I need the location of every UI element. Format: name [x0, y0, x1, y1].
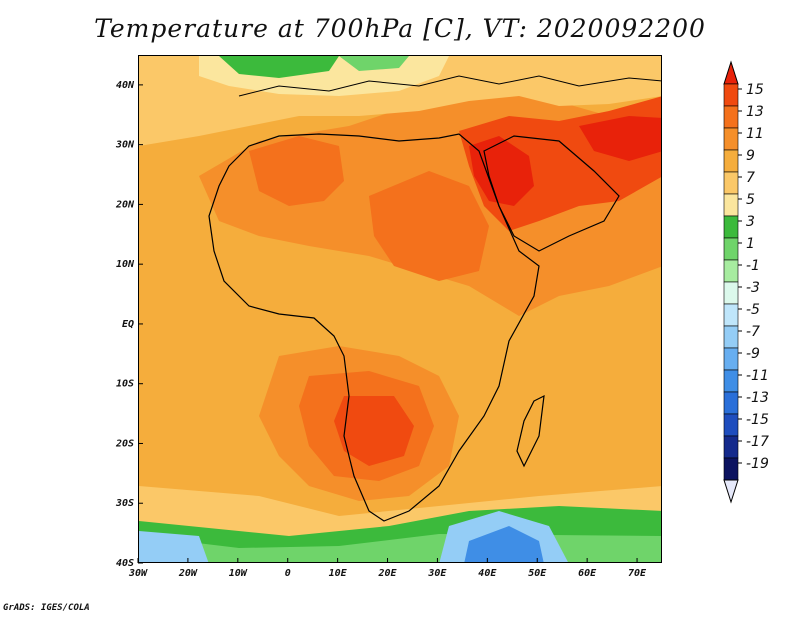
- colorbar-label: -19: [746, 456, 769, 472]
- lon-tick-label: 30W: [128, 568, 148, 579]
- colorbar-swatch: [723, 215, 739, 239]
- colorbar-label: -7: [746, 324, 760, 340]
- contour-colder-ocean-east: [464, 526, 544, 562]
- colorbar-swatch: [723, 303, 739, 327]
- colorbar-swatch: [723, 435, 739, 459]
- lat-tick-label: 40S: [116, 558, 134, 569]
- map-title: Temperature at 700hPa [C], VT: 202009220…: [94, 14, 706, 43]
- colorbar-label: 11: [746, 126, 764, 142]
- colorbar-swatch: [723, 391, 739, 415]
- lat-tick-label: 30S: [115, 498, 134, 509]
- contour-cold-ocean-west: [139, 531, 209, 562]
- colorbar-swatch: [723, 325, 739, 349]
- colorbar-label: 5: [746, 192, 755, 208]
- colorbar-swatch: [723, 171, 739, 195]
- lon-tick-label: 50E: [528, 568, 547, 579]
- europe-coastline: [238, 75, 661, 97]
- lat-tick-label: 40N: [116, 80, 135, 91]
- colorbar-swatch: [723, 83, 739, 107]
- colorbar-label: 7: [746, 170, 755, 186]
- lon-tick-label: 20E: [377, 568, 397, 579]
- colorbar-swatch: [723, 259, 739, 283]
- lat-tick-label: 20S: [115, 438, 134, 449]
- lon-tick-label: 10W: [229, 568, 248, 579]
- lon-tick-label: 40E: [478, 568, 497, 579]
- africa-coastline: [208, 133, 540, 522]
- colorbar-label: 15: [746, 82, 764, 98]
- arabia-coastline: [483, 135, 620, 252]
- colorbar-label: -11: [746, 368, 769, 384]
- lat-tick-label: EQ: [122, 319, 134, 330]
- colorbar-swatch: [723, 237, 739, 261]
- credit-text: GrADS: IGES/COLA: [3, 603, 90, 613]
- colorbar-label: -15: [746, 412, 769, 428]
- lon-tick-label: 0: [285, 568, 291, 579]
- colorbar-label: 13: [746, 104, 764, 120]
- lat-tick-label: 10S: [116, 379, 134, 390]
- lon-tick-label: 30E: [427, 568, 447, 579]
- colorbar-label: -5: [746, 302, 760, 318]
- colorbar-swatch: [723, 347, 739, 371]
- lon-tick-label: 10E: [329, 568, 348, 579]
- colorbar-label: 9: [746, 148, 755, 164]
- lat-tick-label: 30N: [115, 140, 135, 151]
- contour-green-iberia: [339, 56, 409, 71]
- madagascar-coastline: [516, 394, 545, 468]
- colorbar-swatch: [723, 193, 739, 217]
- colorbar-label: -3: [746, 280, 760, 296]
- colorbar-swatch: [723, 413, 739, 437]
- contour-hottest-south: [334, 396, 414, 466]
- colorbar-label: -13: [746, 390, 769, 406]
- contour-hottest-red-sea: [469, 136, 534, 206]
- lat-tick-label: 10N: [116, 259, 135, 270]
- colorbar-label: 1: [746, 236, 755, 252]
- lon-tick-label: 60E: [578, 568, 597, 579]
- colorbar-swatch: [723, 369, 739, 393]
- lat-tick-label: 20N: [115, 199, 135, 210]
- contour-hot-sahara: [249, 136, 344, 206]
- colorbar-top-triangle: [723, 60, 739, 85]
- colorbar-swatch: [723, 281, 739, 305]
- contour-hottest-iran: [579, 116, 661, 161]
- colorbar-swatch: [723, 457, 739, 481]
- colorbar-label: 3: [746, 214, 755, 230]
- contour-green-europe: [219, 56, 339, 78]
- colorbar: 15 13 11 9 7 5 3 1 -1 -3 -5 -7 -9 -11 -13 -15 -17 -19: [723, 60, 769, 504]
- colorbar-bottom-triangle: [723, 479, 739, 504]
- contour-hot-sudan: [369, 171, 489, 281]
- lon-tick-label: 70E: [628, 568, 647, 579]
- colorbar-label: -17: [746, 434, 769, 450]
- colorbar-label: -9: [746, 346, 760, 362]
- lon-tick-label: 20W: [178, 568, 198, 579]
- temperature-map: [138, 55, 662, 563]
- colorbar-label: -1: [746, 258, 760, 274]
- colorbar-swatch: [723, 127, 739, 151]
- colorbar-swatch: [723, 149, 739, 173]
- colorbar-swatch: [723, 105, 739, 129]
